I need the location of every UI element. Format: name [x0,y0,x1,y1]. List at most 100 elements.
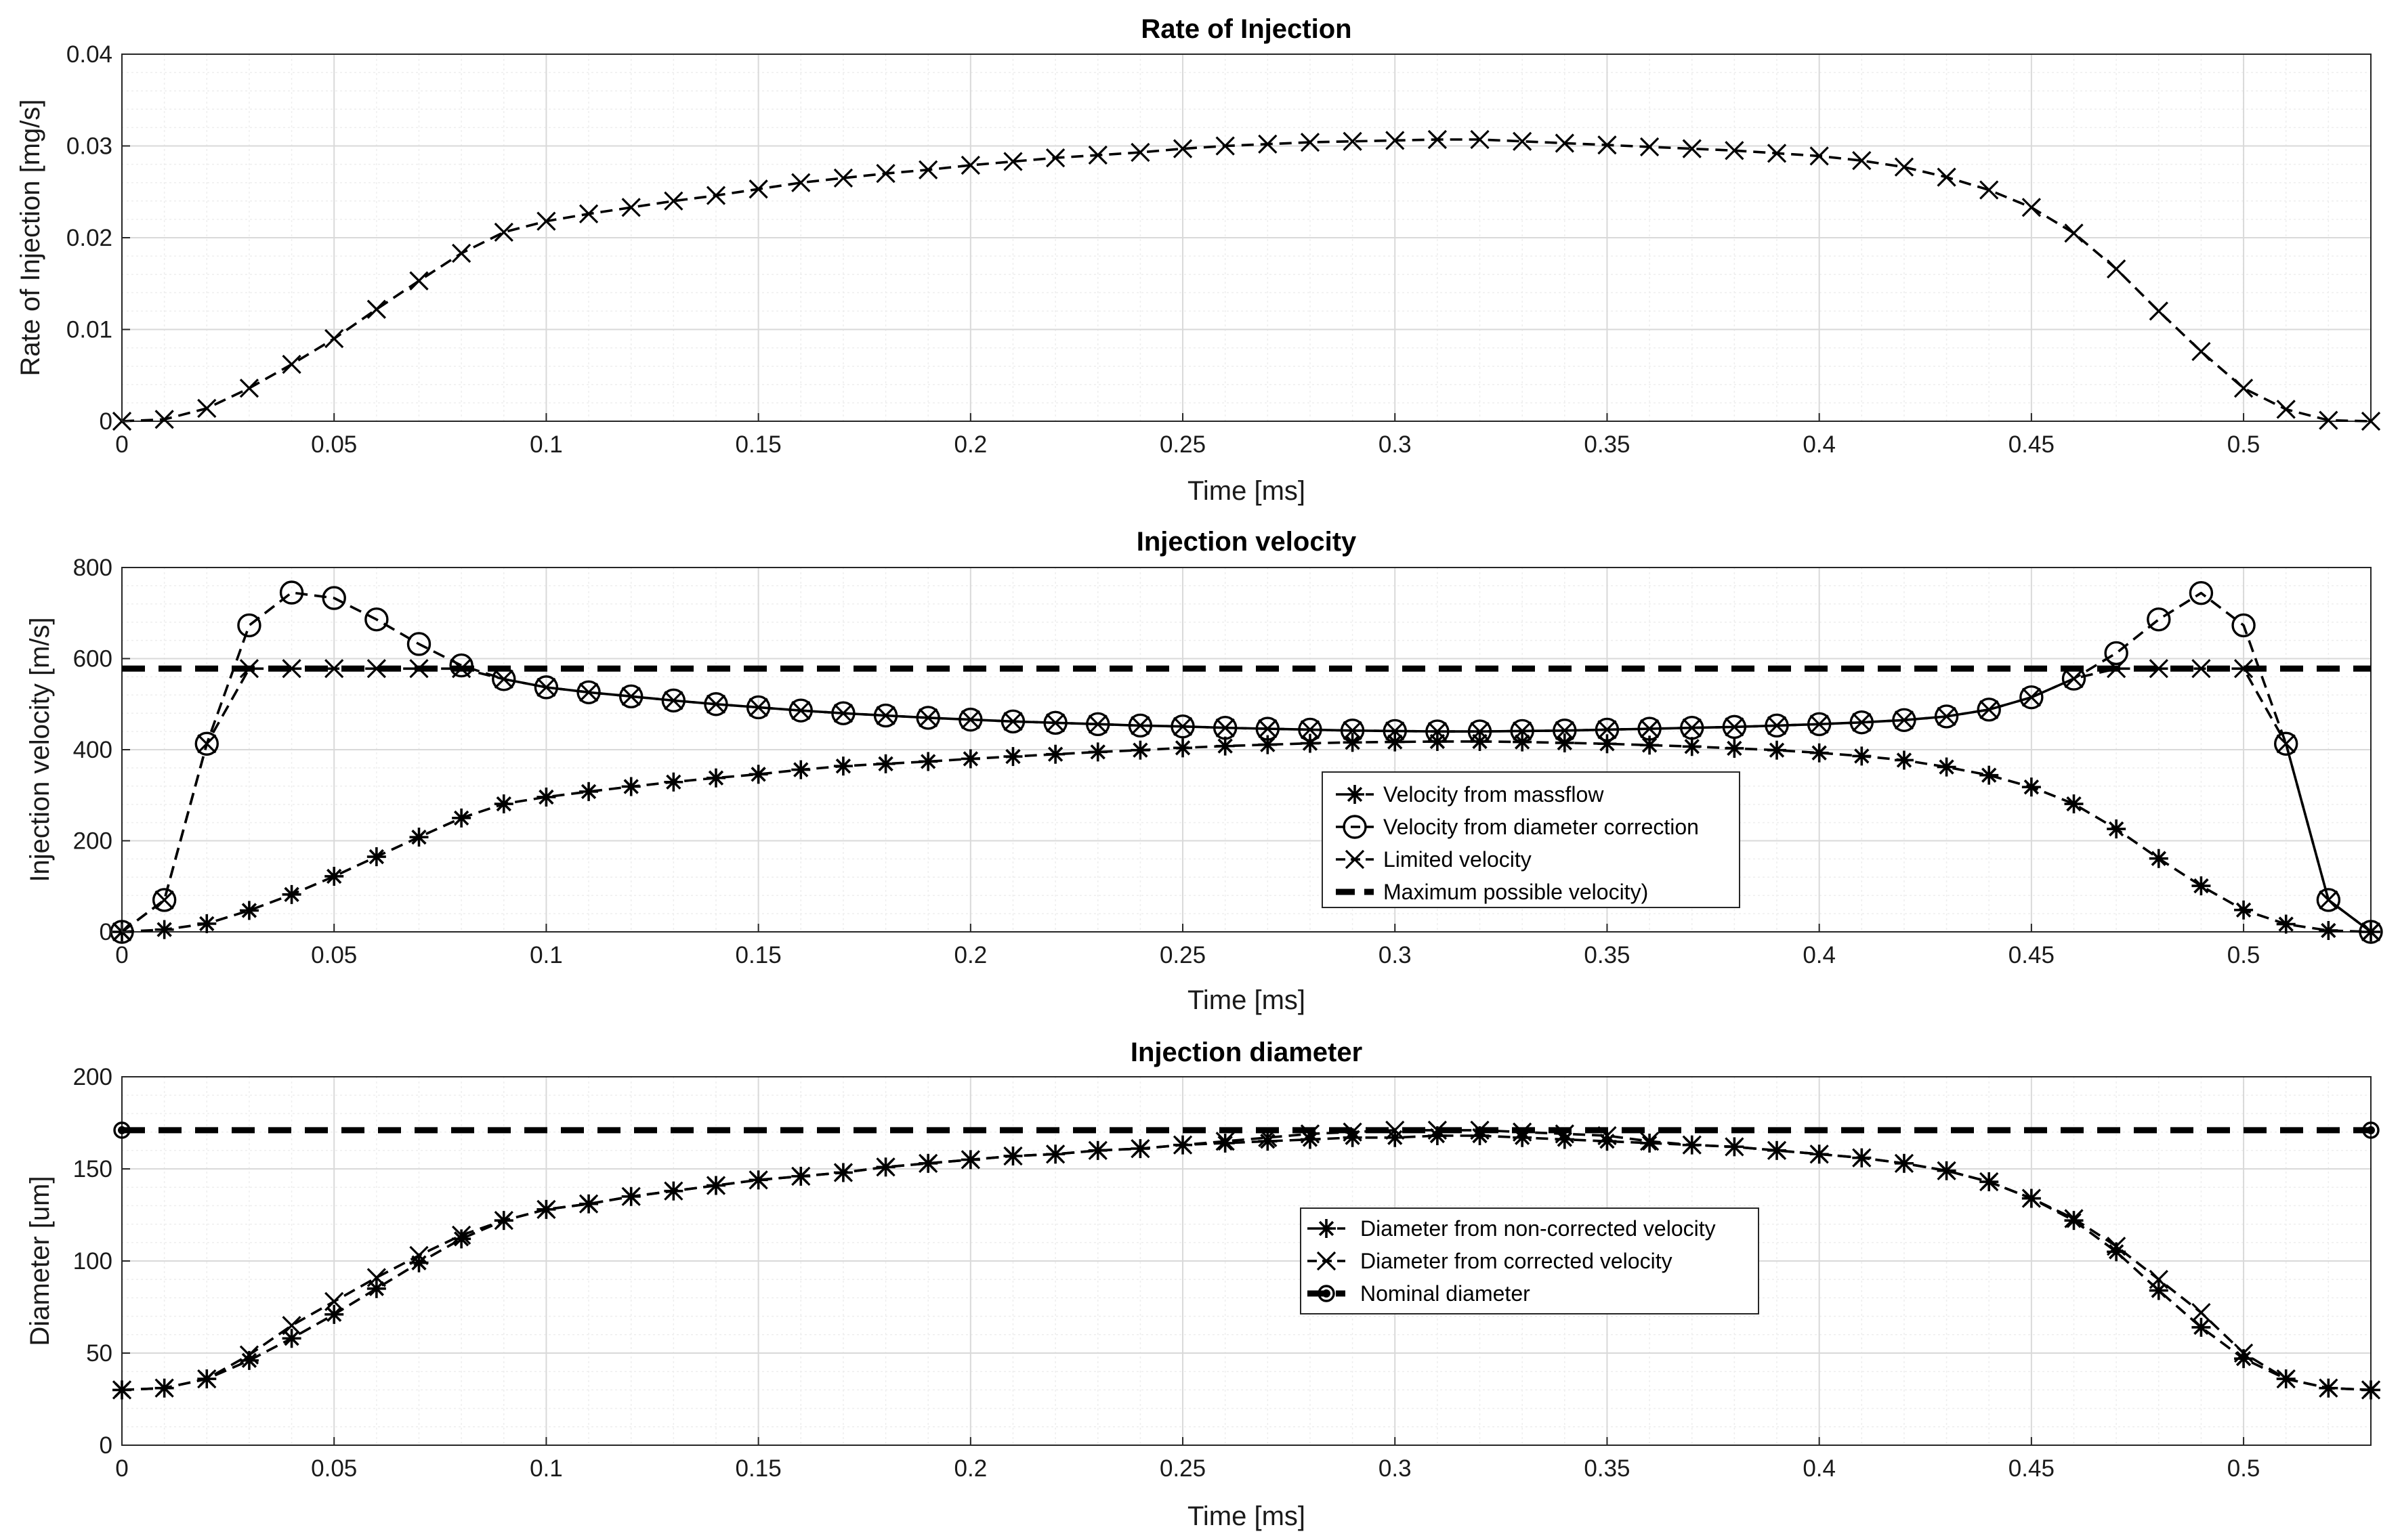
data-point-star-marker [1809,743,1829,763]
series-line [121,667,2372,933]
data-point-star-marker [1131,740,1150,760]
x-tick-label: 0.1 [530,431,563,458]
data-point-circle-marker [1892,708,1916,732]
data-point-x-marker [1639,1132,1660,1151]
x-tick-label: 0.4 [1803,942,1836,968]
marker-dot [1322,1289,1330,1298]
data-point-x-marker [2319,410,2338,430]
x-tick-label: 0.5 [2227,942,2260,968]
series-line [121,1129,2372,1392]
series-layer [112,1120,2381,1400]
data-point-x-marker [1682,139,1702,158]
x-tick-label: 0.15 [736,1455,782,1482]
marker-stroke [2149,659,2168,679]
marker-stroke [2023,779,2040,795]
data-point-x-marker [1639,719,1660,739]
data-point-x-marker [324,328,344,349]
data-point-x-marker [1131,142,1150,163]
data-point-star-marker [961,749,980,769]
legend-swatch [1336,785,1374,804]
marker-stroke [1343,131,1362,151]
marker-stroke [239,1345,259,1365]
marker-stroke [664,1181,683,1201]
marker-stroke [282,354,301,375]
data-point-x-marker [1937,706,1956,727]
marker-stroke [578,204,599,223]
data-point-x-marker [706,694,726,714]
marker-stroke [706,694,726,714]
legend-item: Diameter from corrected velocity [1307,1249,1672,1273]
data-point-x-marker [1300,720,1320,740]
marker-stroke [1727,740,1742,756]
marker-stroke [961,155,980,175]
x-tick-label: 0.35 [1584,1455,1630,1482]
marker-stroke [1131,142,1150,163]
marker-stroke [833,1163,854,1182]
legend-box [1300,1207,1759,1314]
data-point-star-marker [1317,1219,1336,1238]
marker-stroke [963,751,979,767]
x-tick-label: 0.1 [530,942,563,968]
marker-stroke [1939,759,1954,775]
marker-stroke [2193,878,2209,894]
marker-stroke [2191,1303,2211,1323]
data-point-star-marker [664,772,683,792]
marker-stroke [961,710,980,729]
data-point-star-marker [1767,740,1787,760]
data-point-circle-marker [2104,641,2128,666]
marker-stroke [1045,1145,1066,1164]
data-point-circle-marker [194,731,219,756]
data-point-circle-marker [279,580,304,605]
marker-stroke [1981,767,1997,783]
marker-stroke [1343,721,1362,740]
marker-stroke [1854,748,1870,764]
y-tick-labels: 0 200 400 600 800 [73,555,130,945]
data-point-x-marker [1045,148,1066,168]
marker-stroke [749,1170,768,1190]
data-point-star-marker [197,914,217,933]
data-point-x-marker [1345,849,1365,870]
marker-stroke [2276,1369,2296,1389]
marker-stroke [1215,1132,1235,1151]
x-tick-label: 0.3 [1378,1455,1412,1482]
x-tick-label: 0.35 [1584,942,1630,968]
marker-stroke [2108,821,2124,837]
y-tick-labels: 0 50 100 150 200 [73,1064,130,1459]
marker-stroke [1260,737,1276,752]
data-point-x-marker [1316,1251,1336,1271]
marker-stroke [791,173,811,192]
data-point-x-marker [154,890,174,910]
x-tick-label: 0.05 [311,942,357,968]
gridlines [121,54,2372,422]
marker-stroke [919,1153,938,1173]
data-point-x-marker [1427,721,1448,742]
data-point-star-marker [1003,747,1023,767]
data-point-x-marker [791,173,811,192]
marker-stroke [1470,129,1490,150]
y-axis-label: Diameter [um] [25,1176,55,1346]
marker-stroke [2021,198,2041,217]
data-point-x-marker [2107,259,2126,279]
data-point-circle-marker [2019,685,2044,710]
x-tick-label: 0.45 [2008,942,2055,968]
y-tick-label: 0 [100,1432,112,1459]
data-point-circle-marker [406,632,431,656]
data-point-x-marker [1979,1172,1999,1192]
marker-stroke [2151,1283,2166,1298]
marker-stroke [1557,1132,1572,1147]
marker-stroke [1513,131,1532,151]
data-point-star-marker [536,787,556,807]
marker-stroke [494,222,513,242]
marker-stroke [1217,1135,1233,1151]
marker-stroke [878,756,893,772]
marker-stroke [2191,659,2211,679]
data-point-x-marker [578,204,599,223]
data-point-star-marker [2064,794,2084,814]
data-point-circle-marker [2189,580,2214,605]
data-point-star-marker [791,760,811,779]
data-point-star-marker [324,1304,344,1324]
x-tick-label: 0.2 [954,431,988,458]
marker-stroke [919,708,938,728]
x-axis-label: Time [ms] [1187,985,1305,1015]
marker-stroke [324,328,344,349]
